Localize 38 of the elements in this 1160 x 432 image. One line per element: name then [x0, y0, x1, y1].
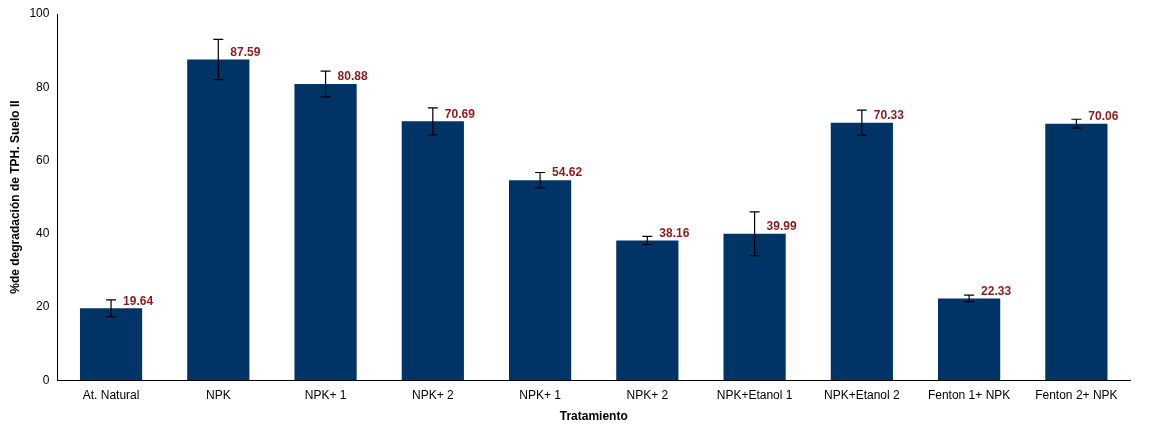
y-axis-title: %de degradación de TPH. Suelo II [7, 100, 22, 294]
x-tick-label: NPK+ 2 [626, 387, 669, 402]
data-label: 54.62 [552, 165, 583, 180]
y-tick-label: 20 [36, 299, 50, 314]
y-tick-label: 100 [29, 6, 50, 21]
bar [294, 84, 357, 381]
bar [1045, 123, 1108, 381]
x-tick-label: Fenton 2+ NPK [1035, 387, 1118, 402]
bar [723, 233, 786, 381]
bar [616, 240, 679, 381]
data-label: 19.64 [123, 293, 154, 308]
x-tick-label: NPK+ 1 [304, 387, 347, 402]
data-label: 39.99 [766, 219, 797, 234]
x-tick-label: NPK+ 2 [411, 387, 454, 402]
x-axis-title: Tratamiento [559, 409, 628, 424]
x-tick-label: Fenton 1+ NPK [927, 387, 1011, 402]
bar [187, 59, 250, 381]
bar [508, 180, 572, 381]
y-tick-label: 60 [36, 152, 50, 167]
data-label: 70.33 [873, 107, 905, 122]
bar [401, 121, 464, 381]
y-tick-label: 0 [42, 372, 50, 387]
x-tick-label: NPK+Etanol 1 [716, 387, 793, 402]
bar [938, 298, 1001, 381]
data-label: 87.59 [230, 44, 261, 59]
x-tick-label: NPK+ 1 [519, 387, 562, 402]
y-tick-label: 40 [36, 226, 50, 241]
bar [830, 122, 893, 381]
data-label: 70.69 [444, 106, 476, 121]
data-label: 22.33 [981, 283, 1012, 298]
x-tick-label: NPK+Etanol 2 [824, 387, 901, 402]
x-tick-label: NPK [205, 387, 231, 402]
data-label: 80.88 [337, 69, 368, 84]
y-tick-label: 80 [36, 79, 50, 94]
x-tick-label: At. Natural [82, 387, 140, 402]
data-label: 38.16 [659, 225, 690, 240]
bar [79, 308, 143, 381]
data-label: 70.06 [1088, 108, 1119, 123]
